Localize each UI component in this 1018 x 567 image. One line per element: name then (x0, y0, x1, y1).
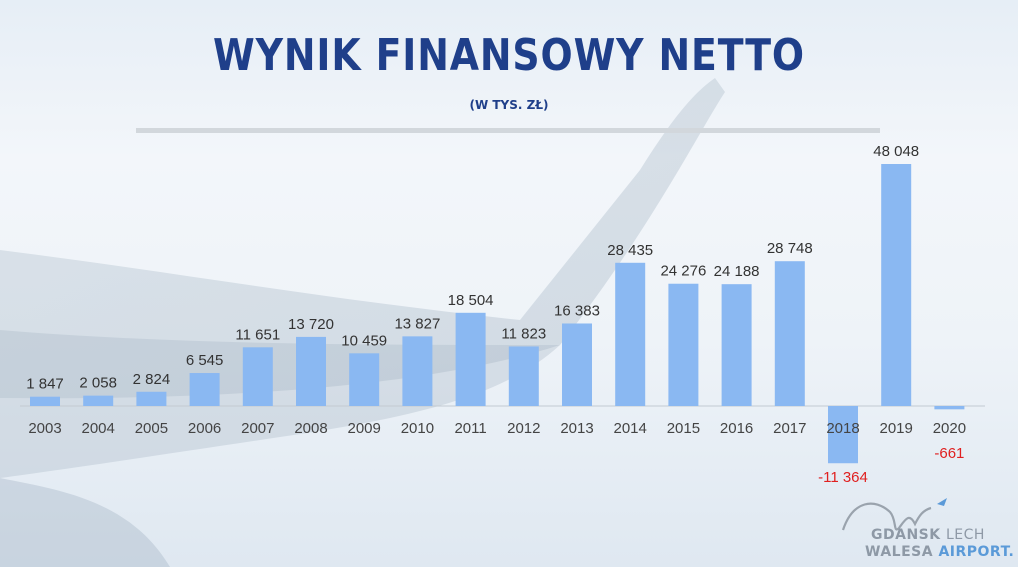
logo-text-walesa: WALESA (865, 544, 934, 560)
x-tick-label: 2004 (82, 420, 115, 437)
data-label: -661 (934, 445, 964, 462)
x-tick-label: 2010 (401, 420, 434, 437)
data-label: 10 459 (341, 332, 387, 349)
bar-2018 (828, 406, 858, 464)
x-tick-label: 2005 (135, 420, 168, 437)
airport-logo: GDANSK LECH WALESA AIRPORT. (835, 490, 1014, 562)
x-tick-label: 2020 (933, 420, 966, 437)
data-label: 6 545 (186, 352, 224, 369)
x-tick-label: 2019 (880, 420, 913, 437)
data-label: 28 748 (767, 240, 813, 257)
logo-text-lech: LECH (945, 527, 985, 543)
data-label: 16 383 (554, 302, 600, 319)
x-tick-label: 2013 (560, 420, 593, 437)
title-divider (136, 128, 880, 133)
bar-2010 (402, 336, 433, 406)
data-label: 11 823 (501, 325, 546, 342)
bar-2005 (136, 391, 167, 406)
logo-signature-icon (841, 498, 947, 531)
data-label: -11 364 (818, 469, 868, 486)
page-title: WYNIK FINANSOWY NETTO (213, 30, 805, 81)
bar-2014 (615, 262, 646, 406)
data-label: 13 720 (288, 316, 334, 333)
logo-text-gdansk: GDANSK (871, 527, 941, 543)
data-label: 24 188 (714, 263, 760, 280)
bar-2016 (721, 284, 752, 406)
bar-2006 (189, 373, 220, 406)
data-label: 18 504 (448, 292, 494, 309)
x-tick-label: 2012 (507, 420, 540, 437)
x-tick-label: 2008 (294, 420, 327, 437)
bar-2007 (242, 347, 273, 406)
bar-2013 (562, 323, 592, 406)
bar-2011 (455, 312, 486, 406)
x-tick-label: 2018 (826, 420, 859, 437)
data-label: 24 276 (660, 263, 706, 280)
bar-2003 (30, 396, 60, 406)
bar-2008 (296, 336, 326, 406)
x-tick-label: 2009 (348, 420, 381, 437)
data-label: 13 827 (394, 315, 440, 332)
data-label: 28 435 (607, 242, 653, 259)
page-subtitle: (W TYS. ZŁ) (469, 98, 549, 112)
data-label: 2 824 (133, 371, 171, 388)
bar-2004 (83, 395, 114, 406)
bar-2019 (881, 164, 912, 406)
x-tick-label: 2006 (188, 420, 221, 437)
x-tick-label: 2007 (241, 420, 274, 437)
bar-2020 (934, 406, 965, 410)
x-tick-label: 2014 (614, 420, 647, 437)
x-tick-label: 2015 (667, 420, 700, 437)
x-tick-label: 2003 (28, 420, 61, 437)
logo-text-airport: AIRPORT. (938, 544, 1015, 560)
data-label: 11 651 (235, 326, 280, 343)
data-label: 48 048 (873, 143, 919, 160)
data-label: 2 058 (79, 375, 117, 392)
bar-2012 (508, 346, 539, 406)
data-label: 1 847 (26, 376, 64, 393)
x-tick-label: 2017 (773, 420, 806, 437)
bar-2017 (774, 261, 805, 406)
bar-2009 (349, 353, 380, 406)
x-tick-label: 2016 (720, 420, 753, 437)
x-tick-label: 2011 (454, 420, 486, 437)
bar-2015 (668, 283, 699, 406)
